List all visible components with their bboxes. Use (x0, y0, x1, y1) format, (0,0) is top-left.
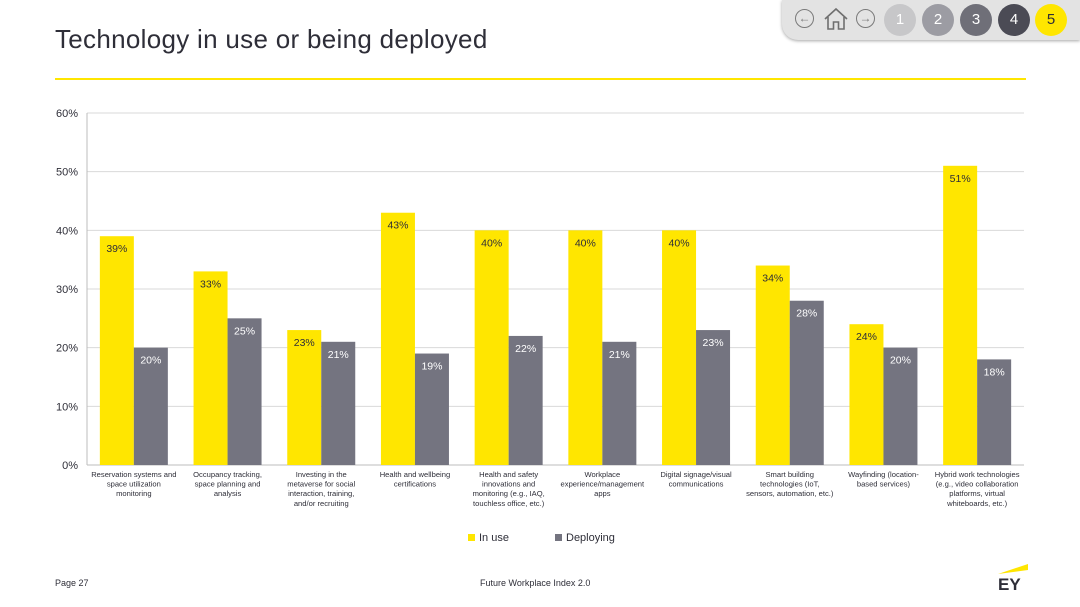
data-label: 19% (421, 361, 442, 373)
data-label: 25% (234, 325, 255, 337)
x-category-label: Reservation systems and (91, 470, 176, 479)
svg-text:EY: EY (998, 575, 1021, 592)
x-category-label: Smart building (765, 470, 814, 479)
legend-swatch-in-use (468, 533, 475, 541)
page-title: Technology in use or being deployed (55, 24, 488, 54)
bar-in-use (474, 230, 509, 465)
data-label: 22% (515, 343, 536, 355)
data-label: 23% (703, 337, 724, 349)
y-tick-label: 40% (56, 225, 78, 237)
bar-deploying (321, 341, 356, 465)
legend-item-in-use: In use (468, 532, 509, 544)
x-category-label: monitoring (116, 489, 151, 498)
legend-item-deploying: Deploying (555, 532, 615, 544)
bar-in-use (287, 330, 322, 465)
page-number: Page 27 (55, 578, 89, 588)
y-tick-label: 20% (56, 343, 78, 355)
x-category-label: Workplace (584, 470, 620, 479)
x-category-label: innovations and (482, 480, 535, 489)
data-label: 43% (387, 220, 408, 232)
bar-in-use (568, 230, 603, 465)
slide-navigation: ← → 1 2 3 4 5 (782, 0, 1080, 40)
page-button-1[interactable]: 1 (884, 4, 916, 36)
bar-deploying (602, 341, 637, 465)
data-label: 40% (669, 237, 690, 249)
data-label: 23% (294, 337, 315, 349)
x-category-label: whiteboards, etc.) (946, 499, 1007, 508)
data-label: 51% (950, 173, 971, 185)
page-button-4[interactable]: 4 (998, 4, 1030, 36)
page-button-3[interactable]: 3 (960, 4, 992, 36)
x-category-label: space planning and (195, 480, 261, 489)
x-category-label: sensors, automation, etc.) (746, 489, 834, 498)
bar-in-use (99, 236, 134, 465)
bar-in-use (380, 212, 415, 465)
x-category-label: interaction, training, (288, 489, 354, 498)
ey-logo: EY (998, 564, 1028, 592)
data-label: 40% (481, 237, 502, 249)
page-button-5-active[interactable]: 5 (1035, 4, 1067, 36)
x-category-label: Investing in the (296, 470, 347, 479)
x-category-label: monitoring (e.g., IAQ, (473, 489, 545, 498)
home-icon[interactable] (822, 6, 850, 32)
arrow-left-icon[interactable]: ← (795, 9, 814, 28)
bar-deploying (227, 318, 262, 465)
data-label: 39% (106, 243, 127, 255)
bar-deploying (133, 347, 168, 465)
data-label: 18% (984, 366, 1005, 378)
data-label: 20% (140, 355, 161, 367)
x-category-label: Digital signage/visual (660, 470, 732, 479)
x-category-label: metaverse for social (287, 480, 355, 489)
x-category-label: platforms, virtual (949, 489, 1005, 498)
x-category-label: Wayfinding (location- (848, 470, 919, 479)
bar-deploying (883, 347, 918, 465)
data-label: 34% (762, 273, 783, 285)
legend-swatch-deploying (555, 533, 562, 541)
page-button-2[interactable]: 2 (922, 4, 954, 36)
y-tick-label: 30% (56, 284, 78, 296)
bar-in-use (662, 230, 697, 465)
bar-deploying (414, 353, 449, 465)
x-category-label: communications (669, 480, 724, 489)
bar-deploying (508, 335, 543, 465)
bar-in-use (943, 165, 978, 466)
data-label: 21% (328, 349, 349, 361)
x-category-label: touchless office, etc.) (473, 499, 545, 508)
bar-in-use (193, 271, 228, 465)
x-category-label: Health and safety (479, 470, 538, 479)
bar-deploying (789, 300, 824, 465)
x-category-label: (e.g., video collaboration (936, 480, 1019, 489)
arrow-right-icon[interactable]: → (856, 9, 875, 28)
document-title: Future Workplace Index 2.0 (480, 578, 591, 588)
x-category-label: analysis (214, 489, 242, 498)
data-label: 21% (609, 349, 630, 361)
x-category-label: space utilization (107, 480, 161, 489)
data-label: 24% (856, 331, 877, 343)
data-label: 20% (890, 355, 911, 367)
x-category-label: experience/management (561, 480, 645, 489)
bar-deploying (977, 359, 1012, 465)
x-category-label: based services) (857, 480, 911, 489)
bar-deploying (696, 330, 731, 465)
x-category-label: and/or recruiting (294, 499, 349, 508)
data-label: 40% (575, 237, 596, 249)
y-tick-label: 50% (56, 167, 78, 179)
x-category-label: technologies (IoT, (760, 480, 820, 489)
y-tick-label: 0% (62, 460, 78, 472)
data-label: 28% (796, 308, 817, 320)
title-underline (55, 78, 1026, 80)
y-tick-label: 10% (56, 401, 78, 413)
y-tick-label: 60% (56, 108, 78, 120)
data-label: 33% (200, 278, 221, 290)
x-category-label: Health and wellbeing (380, 470, 451, 479)
bar-in-use (755, 265, 790, 465)
bar-in-use (849, 324, 884, 465)
x-category-label: Hybrid work technologies (935, 470, 1020, 479)
x-category-label: Occupancy tracking, (193, 470, 262, 479)
x-category-label: apps (594, 489, 611, 498)
x-category-label: certifications (394, 480, 436, 489)
